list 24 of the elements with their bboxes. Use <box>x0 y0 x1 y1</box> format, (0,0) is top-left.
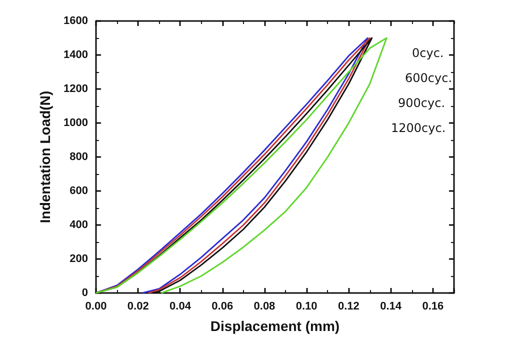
annotation: 900cyc. <box>398 96 446 110</box>
annotation: 600cyc. <box>405 71 452 85</box>
annotation: 0cyc. <box>412 46 444 60</box>
x-tick-label: 0.02 <box>127 300 149 312</box>
y-tick-label: 800 <box>70 151 88 163</box>
annotation: 1200cyc. <box>391 121 446 135</box>
y-tick-label: 200 <box>70 253 88 265</box>
y-tick-label: 0 <box>82 287 88 299</box>
y-tick-label: 1600 <box>64 15 88 27</box>
x-tick-label: 0.16 <box>422 300 444 312</box>
y-tick-label: 600 <box>70 185 88 197</box>
y-tick-label: 1200 <box>64 83 88 95</box>
x-tick-label: 0.08 <box>254 300 276 312</box>
x-tick-label: 0.10 <box>296 300 318 312</box>
y-tick-label: 400 <box>70 219 88 231</box>
y-tick-label: 1400 <box>64 49 88 61</box>
x-tick-label: 0.14 <box>380 300 402 312</box>
x-tick-label: 0.00 <box>85 300 107 312</box>
x-axis-title: Displacement (mm) <box>210 318 340 334</box>
x-tick-label: 0.12 <box>338 300 360 312</box>
x-tick-label: 0.04 <box>170 300 192 312</box>
y-tick-label: 1000 <box>64 117 88 129</box>
x-tick-label: 0.06 <box>212 300 234 312</box>
y-axis-title: Indentation Load(N) <box>37 90 53 224</box>
